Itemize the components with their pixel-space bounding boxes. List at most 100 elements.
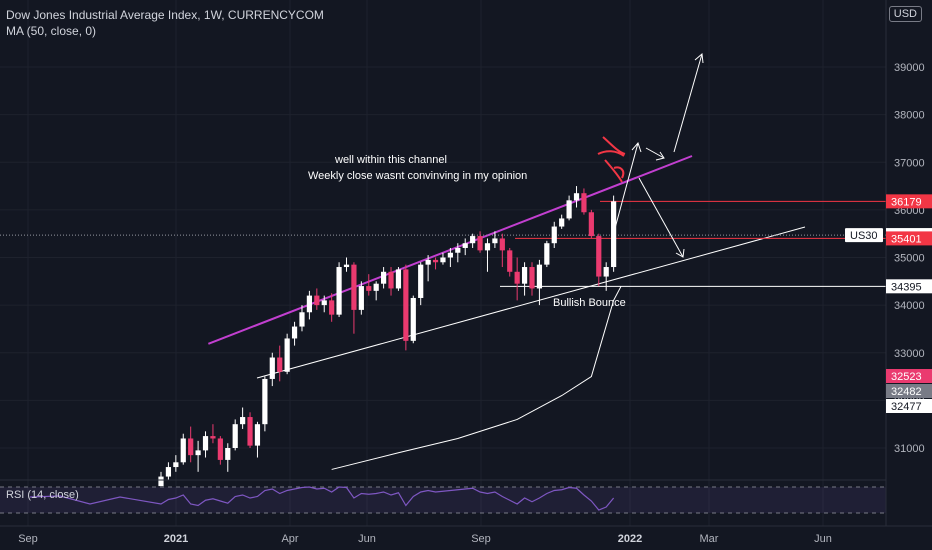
candle-body xyxy=(603,267,609,277)
arrow-down-head xyxy=(675,248,685,258)
price-label: 36179 xyxy=(891,196,922,208)
ma50-polyline xyxy=(331,286,622,470)
candle-body xyxy=(225,448,231,460)
price-label: 32477 xyxy=(891,401,922,413)
channel-lower xyxy=(256,226,806,379)
candle-body xyxy=(284,338,290,372)
rsi-line xyxy=(29,486,615,511)
candle-body xyxy=(217,438,223,460)
candle-body xyxy=(410,297,416,341)
candle-body xyxy=(536,264,543,289)
arrow-up-short xyxy=(613,142,639,233)
price-label-bg xyxy=(886,279,932,294)
candle-body xyxy=(447,252,453,258)
x-tick-label: Apr xyxy=(281,533,298,545)
arrow-right-small-head xyxy=(655,151,665,161)
candle-body xyxy=(254,424,261,446)
candle-body xyxy=(202,436,209,451)
candle-body xyxy=(514,271,520,284)
candle-body xyxy=(381,271,387,284)
candle-body xyxy=(544,243,550,265)
rsi-pane: 40.00 xyxy=(0,479,922,518)
candle-body xyxy=(521,267,528,284)
arrow-up-long xyxy=(673,53,703,153)
candle-body xyxy=(596,236,602,277)
y-tick-label: 31000 xyxy=(894,443,925,455)
x-tick-label: Jun xyxy=(814,533,832,545)
x-tick-label: 2022 xyxy=(618,533,642,545)
symbol-title: Dow Jones Industrial Average Index, 1W, … xyxy=(6,8,324,22)
time-axis[interactable]: Sep 2021 Apr Jun Sep 2022 Mar Jun xyxy=(0,525,932,545)
candle-body xyxy=(403,269,409,341)
candle-body xyxy=(462,243,468,248)
candle-body xyxy=(492,238,498,244)
candle-body xyxy=(343,264,350,268)
currency-button[interactable]: USD xyxy=(888,6,922,22)
candle-body xyxy=(306,295,312,313)
symbol-tag-bg xyxy=(845,228,883,243)
y-tick-label: 33000 xyxy=(894,348,925,360)
red-scribble xyxy=(597,136,626,183)
candle-body xyxy=(529,267,535,289)
channel-note-line1: well within this channel xyxy=(335,154,447,166)
candle-body xyxy=(611,201,617,268)
price-label-bg xyxy=(886,231,932,246)
channel-note-line2: Weekly close wasnt convinving in my opin… xyxy=(308,170,528,182)
symbol-tag: US30 xyxy=(850,230,878,242)
price-label-bg xyxy=(886,369,932,383)
ma50-line xyxy=(331,286,622,470)
price-label: 32523 xyxy=(891,371,922,383)
y-tick-label: 39000 xyxy=(894,62,925,74)
candle-body xyxy=(559,218,565,227)
candle-body xyxy=(388,271,394,289)
candle-body xyxy=(366,286,372,291)
candle-body xyxy=(299,312,305,327)
price-label-bg xyxy=(886,399,932,413)
arrow-down xyxy=(638,177,684,258)
y-tick-label: 38000 xyxy=(894,110,925,122)
candle-body xyxy=(165,467,172,477)
candle-body xyxy=(269,357,275,379)
price-label-bg xyxy=(886,194,932,209)
candle-body xyxy=(484,243,491,251)
candle-body xyxy=(455,247,461,253)
rsi-legend: RSI (14, close) xyxy=(6,489,79,501)
price-axis[interactable]: 3100032000330003400035000360003700038000… xyxy=(845,0,932,550)
candle-body xyxy=(432,259,439,263)
candle-body xyxy=(418,264,424,298)
y-tick-label: 34000 xyxy=(894,300,925,312)
arrow-up-long-head xyxy=(694,53,704,64)
candle-body xyxy=(470,236,476,244)
candle-body xyxy=(277,357,283,372)
price-label: 32482 xyxy=(891,386,922,398)
y-tick-label: 35000 xyxy=(894,253,925,265)
candle-body xyxy=(158,476,164,487)
candle-body xyxy=(477,236,483,251)
y-tick-label: 37000 xyxy=(894,157,925,169)
candle-body xyxy=(321,300,327,306)
price-label-bg xyxy=(886,384,932,398)
candle-body xyxy=(247,417,253,446)
x-tick-label: 2021 xyxy=(164,533,188,545)
candle-body xyxy=(499,238,505,251)
candle-body xyxy=(240,417,246,425)
candle-body xyxy=(551,226,557,244)
x-tick-label: Jun xyxy=(358,533,376,545)
candle-body xyxy=(173,462,179,468)
candle-body xyxy=(581,193,587,213)
candle-body xyxy=(573,193,580,201)
candle-body xyxy=(425,259,431,265)
candle-body xyxy=(262,378,268,425)
candle-body xyxy=(566,200,572,219)
candle-body xyxy=(195,450,201,456)
price-axis-bg xyxy=(886,0,932,550)
candles xyxy=(158,186,617,487)
candle-body xyxy=(314,295,320,306)
arrow-right-small xyxy=(645,147,665,159)
price-label: 35401 xyxy=(891,233,922,245)
candle-body xyxy=(358,286,364,310)
price-label: 34395 xyxy=(891,281,922,293)
indicator-legend: MA (50, close, 0) xyxy=(6,24,97,38)
candle-body xyxy=(588,212,594,237)
